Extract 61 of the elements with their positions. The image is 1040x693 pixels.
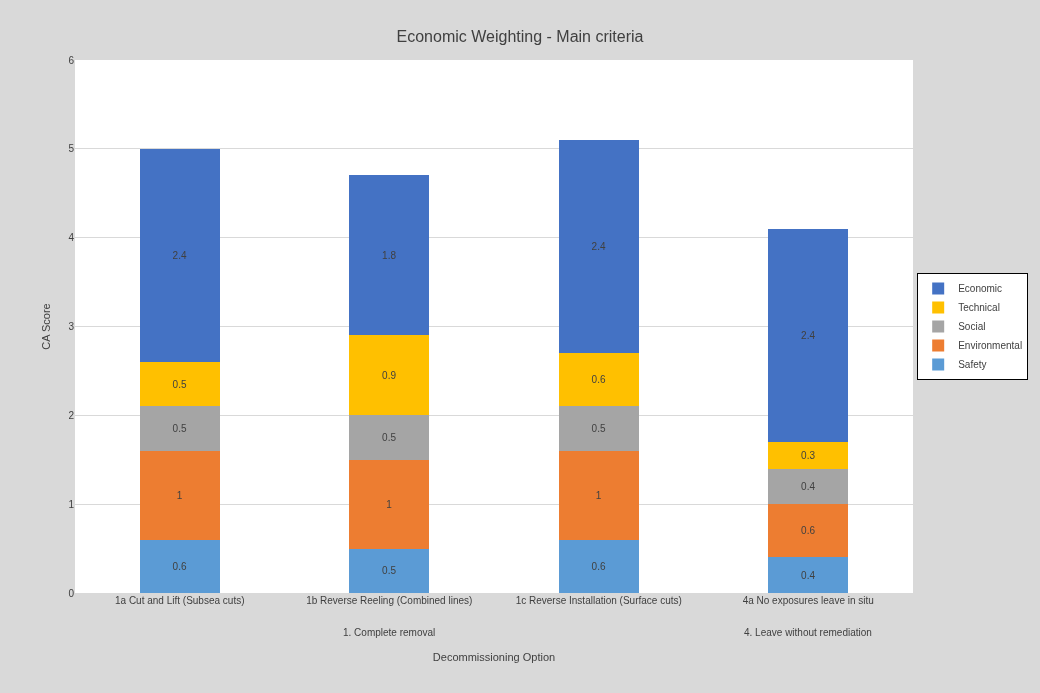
- legend-label: Economic: [958, 283, 1003, 295]
- bar: [558, 406, 639, 451]
- data-label: 1: [176, 489, 183, 501]
- data-label: 0.6: [801, 525, 816, 537]
- data-label: 1.8: [382, 249, 397, 261]
- text: 4. Leave without remediation: [744, 627, 872, 638]
- text: 1. Complete removal: [343, 627, 436, 638]
- data-label: 2.4: [172, 249, 187, 261]
- y-tick-label: 4: [68, 232, 75, 244]
- bar: [768, 504, 849, 558]
- data-label: 0.4: [801, 480, 816, 492]
- bar: [139, 406, 220, 451]
- bar: [139, 362, 220, 407]
- bar: [349, 459, 430, 549]
- x-tick-label: 1a Cut and Lift (Subsea cuts): [114, 595, 245, 606]
- chart-title: Economic Weighting - Main criteria: [396, 28, 644, 46]
- bar: [139, 539, 220, 593]
- x-axis-title: Decommissioning Option: [432, 651, 556, 664]
- bar: [558, 353, 639, 407]
- y-tick-label: 1: [68, 498, 75, 510]
- y-tick-label: 2: [68, 409, 75, 421]
- data-label: 0.5: [382, 432, 397, 444]
- data-label: 0.5: [172, 378, 187, 390]
- bar: [558, 539, 639, 593]
- x-tick-label: 4a No exposures leave in situ: [742, 595, 874, 606]
- x-tick-label: 1c Reverse Installation (Surface cuts): [515, 595, 682, 606]
- data-label: 0.5: [382, 565, 397, 577]
- data-label: 1: [595, 489, 602, 501]
- data-label: 0.4: [801, 569, 816, 581]
- data-label: 0.5: [172, 423, 187, 435]
- data-label: 0.6: [591, 560, 606, 572]
- data-label: 2.4: [591, 241, 606, 253]
- y-tick-label: 3: [68, 321, 75, 332]
- legend-label: Technical: [958, 302, 1000, 314]
- bar: [768, 228, 849, 442]
- bar: [558, 139, 639, 354]
- x-tick-label: 1b Reverse Reeling (Combined lines): [306, 595, 473, 606]
- data-label: 2.4: [801, 329, 816, 341]
- bar: [349, 415, 430, 460]
- bar: [768, 441, 849, 469]
- y-axis-title: CA Score: [40, 303, 53, 350]
- bar: [349, 335, 430, 416]
- legend-label: Safety: [958, 359, 987, 371]
- bar: [768, 557, 849, 593]
- legend-label: Social: [958, 321, 986, 333]
- y-tick-label: 6: [68, 54, 75, 66]
- data-label: 0.9: [382, 369, 397, 381]
- bar: [349, 548, 430, 593]
- data-label: 1: [386, 498, 393, 510]
- data-label: 0.3: [801, 449, 816, 461]
- bar: [139, 450, 220, 540]
- data-label: 0.5: [591, 423, 606, 435]
- y-tick-label: 0: [68, 587, 75, 599]
- bar: [768, 468, 849, 505]
- y-tick-label: 5: [68, 143, 75, 155]
- data-label: 0.6: [172, 560, 187, 572]
- legend-label: Environmental: [958, 340, 1023, 352]
- bar: [139, 148, 220, 363]
- data-label: 0.6: [591, 374, 606, 386]
- bar: [349, 175, 430, 336]
- bar: [558, 450, 639, 540]
